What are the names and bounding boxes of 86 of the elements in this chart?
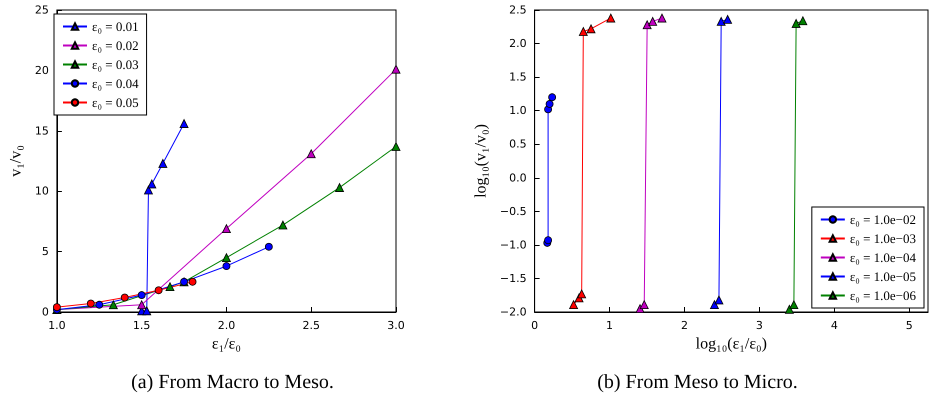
point bbox=[86, 300, 95, 308]
point bbox=[642, 20, 652, 30]
y-tick-label: 5 bbox=[42, 245, 49, 258]
y-tick-label: −1.5 bbox=[500, 272, 527, 285]
y-tick-label: 20 bbox=[34, 64, 49, 77]
point bbox=[648, 17, 658, 26]
point bbox=[137, 300, 146, 310]
point bbox=[544, 236, 552, 244]
point bbox=[577, 289, 586, 298]
x-tick-label: 2 bbox=[680, 319, 688, 332]
point bbox=[335, 183, 344, 192]
x-tick-label: 4 bbox=[830, 319, 838, 332]
point bbox=[120, 294, 129, 302]
point bbox=[392, 64, 400, 74]
point bbox=[95, 300, 104, 309]
x-tick-label: 2.0 bbox=[218, 319, 236, 332]
point bbox=[166, 282, 174, 292]
y-tick-label: 10 bbox=[34, 184, 49, 198]
y-tick-label: −1.0 bbox=[500, 238, 527, 252]
point bbox=[714, 296, 724, 304]
point bbox=[723, 14, 732, 24]
point bbox=[784, 304, 794, 314]
y-tick-label: 25 bbox=[34, 4, 49, 16]
y-axis-title: v₁/v₀ bbox=[8, 145, 24, 177]
point bbox=[606, 14, 616, 22]
point bbox=[658, 14, 666, 22]
y-tick-label: 1.0 bbox=[509, 104, 527, 118]
point bbox=[548, 93, 556, 102]
x-tick-label: 0 bbox=[531, 319, 538, 332]
point bbox=[569, 300, 578, 310]
y-tick-label: 15 bbox=[34, 124, 49, 138]
point bbox=[222, 262, 230, 270]
legend-label: ε₀ = 1.0e−05 bbox=[850, 269, 916, 284]
legend-label: ε₀ = 1.0e−03 bbox=[850, 231, 916, 246]
x-axis-title: log₁₀(ε₁/ε₀) bbox=[696, 335, 767, 352]
legend-label: ε₀ = 0.04 bbox=[92, 76, 140, 91]
point bbox=[546, 100, 554, 108]
point bbox=[798, 16, 808, 26]
point bbox=[108, 300, 118, 310]
point bbox=[222, 224, 231, 234]
point bbox=[278, 220, 288, 230]
point bbox=[222, 253, 231, 262]
legend-label: ε₀ = 0.02 bbox=[92, 38, 139, 53]
point bbox=[264, 242, 273, 251]
point bbox=[53, 303, 61, 312]
legend-label: ε₀ = 0.01 bbox=[92, 19, 139, 34]
x-tick-label: 1 bbox=[606, 319, 614, 332]
x-tick-label: 5 bbox=[906, 319, 913, 332]
point bbox=[158, 159, 168, 168]
y-tick-label: 2.0 bbox=[509, 37, 527, 50]
point bbox=[306, 149, 316, 158]
x-axis-title: ε₁/ε₀ bbox=[212, 335, 241, 352]
legend-label: ε₀ = 0.03 bbox=[92, 57, 139, 72]
x-tick-label: 3.0 bbox=[387, 319, 405, 332]
x-tick-label: 3 bbox=[756, 319, 763, 332]
y-tick-label: 1.5 bbox=[509, 70, 527, 84]
point bbox=[789, 300, 798, 310]
text: (b) From Meso to Micro. bbox=[597, 371, 798, 393]
y-tick-label: 0 bbox=[42, 306, 49, 318]
y-tick-label: 0.0 bbox=[509, 171, 527, 184]
point bbox=[147, 180, 156, 188]
point bbox=[792, 19, 801, 28]
point bbox=[144, 186, 153, 194]
y-tick-label: −2.0 bbox=[500, 306, 527, 318]
text: (a) From Macro to Meso. bbox=[131, 371, 334, 393]
point bbox=[142, 306, 152, 316]
point bbox=[586, 24, 596, 34]
point bbox=[392, 142, 400, 151]
point bbox=[640, 300, 649, 310]
y-axis-title: log₁₀(v₁/v₀) bbox=[472, 124, 490, 198]
point bbox=[180, 119, 188, 128]
point bbox=[710, 300, 719, 310]
point bbox=[716, 17, 726, 26]
point bbox=[578, 27, 588, 36]
point bbox=[188, 278, 196, 286]
point bbox=[154, 286, 163, 294]
legend-label: ε₀ = 0.05 bbox=[92, 95, 139, 110]
y-tick-label: 2.5 bbox=[509, 4, 527, 16]
y-tick-label: 0.5 bbox=[509, 138, 527, 151]
x-tick-label: 2.5 bbox=[302, 319, 320, 332]
point bbox=[138, 291, 146, 299]
legend-label: ε₀ = 1.0e−04 bbox=[850, 250, 916, 265]
x-tick-label: 1.5 bbox=[132, 319, 150, 332]
legend-label: ε₀ = 1.0e−06 bbox=[850, 288, 916, 303]
legend-label: ε₀ = 1.0e−02 bbox=[850, 212, 916, 227]
y-tick-label: −0.5 bbox=[500, 204, 527, 218]
